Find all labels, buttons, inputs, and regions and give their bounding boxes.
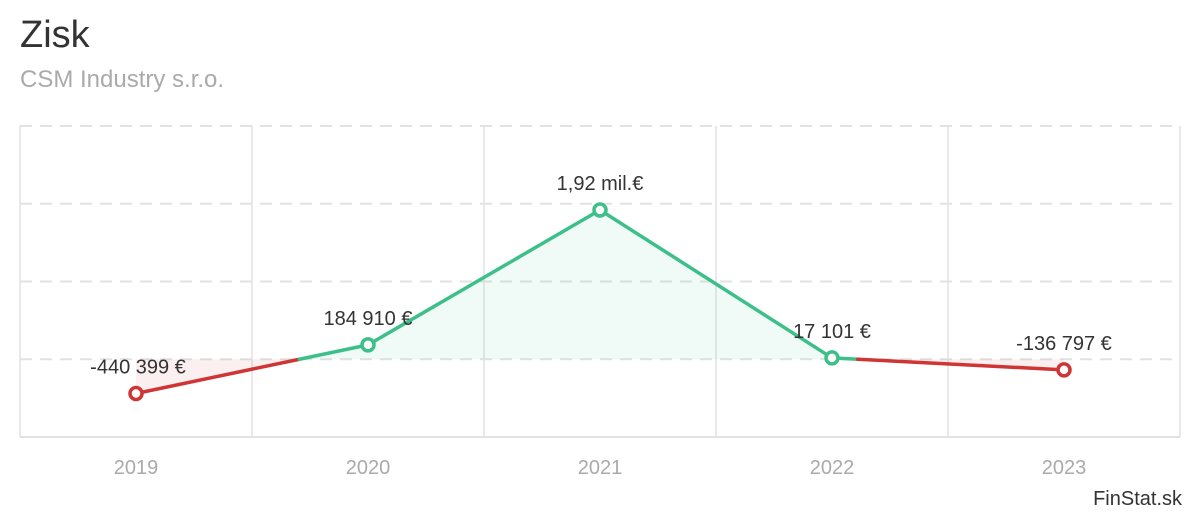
negative-line-segment — [856, 357, 1066, 372]
data-label-2023: -136 797 € — [1016, 333, 1112, 355]
x-tick-2020: 2020 — [346, 457, 391, 479]
data-label-2022: 17 101 € — [793, 321, 871, 343]
positive-line-segment — [366, 208, 602, 347]
negative-line-segment — [134, 357, 302, 396]
data-point-2023 — [1056, 362, 1072, 378]
data-label-2021: 1,92 mil.€ — [557, 173, 644, 195]
data-label-2019: -440 399 € — [90, 356, 186, 378]
data-point-2022 — [824, 350, 840, 366]
data-point-2021 — [592, 202, 608, 218]
data-label-2020: 184 910 € — [324, 308, 413, 330]
positive-area — [368, 209, 600, 360]
x-tick-2019: 2019 — [114, 457, 159, 479]
chart-title: Zisk — [20, 14, 90, 56]
positive-line-segment — [297, 343, 370, 361]
x-tick-2022: 2022 — [810, 457, 855, 479]
chart-subtitle: CSM Industry s.r.o. — [20, 66, 225, 93]
finstat-credit-link[interactable]: FinStat.sk — [1093, 488, 1182, 510]
positive-line-segment — [598, 208, 834, 360]
x-tick-2021: 2021 — [578, 457, 623, 479]
x-tick-2023: 2023 — [1042, 457, 1087, 479]
data-point-2020 — [360, 337, 376, 353]
data-point-2019 — [128, 385, 144, 402]
